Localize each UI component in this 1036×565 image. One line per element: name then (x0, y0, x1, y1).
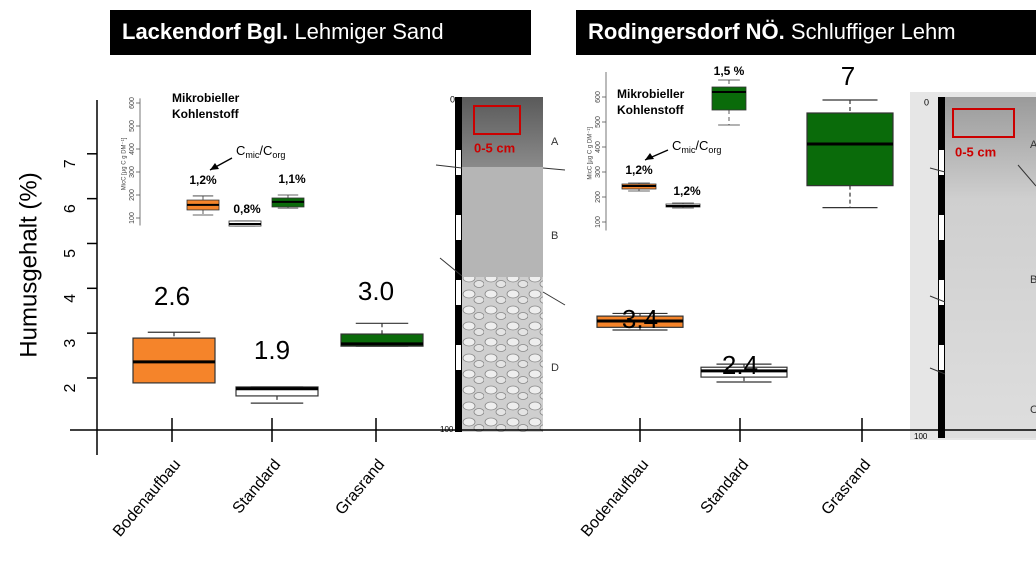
y-tick-label: 400 (129, 143, 136, 155)
y-tick-label: 200 (595, 191, 602, 203)
horizon-label: B (1030, 274, 1036, 286)
profile-depth: 0 (450, 94, 455, 104)
y-tick-label: 100 (595, 216, 602, 228)
x-tick-label: Bodenaufbau (578, 456, 652, 540)
y-tick-label: 600 (595, 91, 602, 103)
ratio-label-part: mic (245, 150, 259, 160)
header-soil: Lehmiger Sand (294, 19, 443, 44)
header: Lackendorf Bgl. Lehmiger Sand (122, 19, 444, 44)
soil-profile: 0 100 0-5 cm A B C (910, 92, 1036, 441)
mean-label: 3.4 (622, 304, 658, 334)
mean-label: 1,5 % (714, 64, 745, 78)
profile-sample-depth: 0-5 cm (955, 144, 996, 159)
mean-label: 2.4 (722, 350, 758, 380)
header-place: Rodingersdorf NÖ. (588, 19, 785, 44)
horizon-label: C (1030, 404, 1036, 416)
x-tick-label: Grasrand (818, 456, 874, 518)
x-tick-label: Standard (230, 456, 285, 517)
mean-label: 1,1% (278, 172, 306, 186)
mean-label: 0,8% (233, 202, 261, 216)
ratio-label: Cmic/Corg (672, 138, 721, 155)
profile-depth: 0 (924, 97, 929, 107)
mean-label: 1.9 (254, 335, 290, 365)
y-tick-label: 600 (129, 97, 136, 109)
y-tick-label: 2 (62, 383, 79, 392)
soil-profile: 0 100 0-5 cm A B D (436, 94, 565, 434)
y-tick-label: 3 (62, 339, 79, 348)
y-tick-label: 500 (595, 116, 602, 128)
inset-y-label: MicC [µg C g DM⁻¹] (588, 127, 594, 180)
ratio-label-part: C (236, 143, 245, 158)
mean-label: 7 (841, 61, 855, 91)
box (807, 113, 893, 186)
header-soil: Schluffiger Lehm (791, 19, 956, 44)
profile-depth: 100 (914, 432, 928, 441)
y-tick-label: 100 (129, 212, 136, 224)
ratio-label: Cmic/Corg (236, 143, 285, 160)
y-axis-label: Humusgehalt (%) (15, 172, 42, 357)
ratio-label-part: org (272, 150, 285, 160)
horizon-label: A (1030, 139, 1036, 151)
header: Rodingersdorf NÖ. Schluffiger Lehm (588, 19, 956, 44)
x-tick-label: Grasrand (332, 456, 388, 518)
y-tick-label: 300 (595, 166, 602, 178)
ratio-label-part: mic (681, 145, 695, 155)
y-tick-label: 5 (62, 249, 79, 258)
y-tick-label: 7 (62, 159, 79, 168)
ratio-label-part: C (672, 138, 681, 153)
y-tick-label: 6 (62, 204, 79, 213)
inset-y-label: MicC [µg C g DM⁻¹] (122, 137, 128, 190)
horizon-label: A (551, 136, 559, 148)
x-tick-label: Standard (698, 456, 753, 517)
y-tick-label: 200 (129, 189, 136, 201)
horizon-label: B (551, 230, 558, 242)
figure: Lackendorf Bgl. Lehmiger Sand Rodingersd… (0, 0, 1036, 565)
mean-label: 1,2% (673, 184, 701, 198)
ratio-label-part: /C (259, 143, 272, 158)
x-tick-label: Bodenaufbau (110, 456, 184, 540)
mean-label: 2.6 (154, 281, 190, 311)
ratio-label-part: org (708, 145, 721, 155)
ratio-label-part: /C (695, 138, 708, 153)
profile-sample-depth: 0-5 cm (474, 140, 515, 155)
box (712, 87, 746, 110)
y-tick-label: 400 (595, 141, 602, 153)
horizon-label: D (551, 362, 559, 374)
mean-label: 1,2% (625, 163, 653, 177)
mean-label: 1,2% (189, 173, 217, 187)
header-place: Lackendorf Bgl. (122, 19, 288, 44)
mean-label: 3.0 (358, 276, 394, 306)
y-tick-label: 300 (129, 166, 136, 178)
y-tick-label: 500 (129, 120, 136, 132)
y-tick-label: 4 (62, 294, 79, 303)
